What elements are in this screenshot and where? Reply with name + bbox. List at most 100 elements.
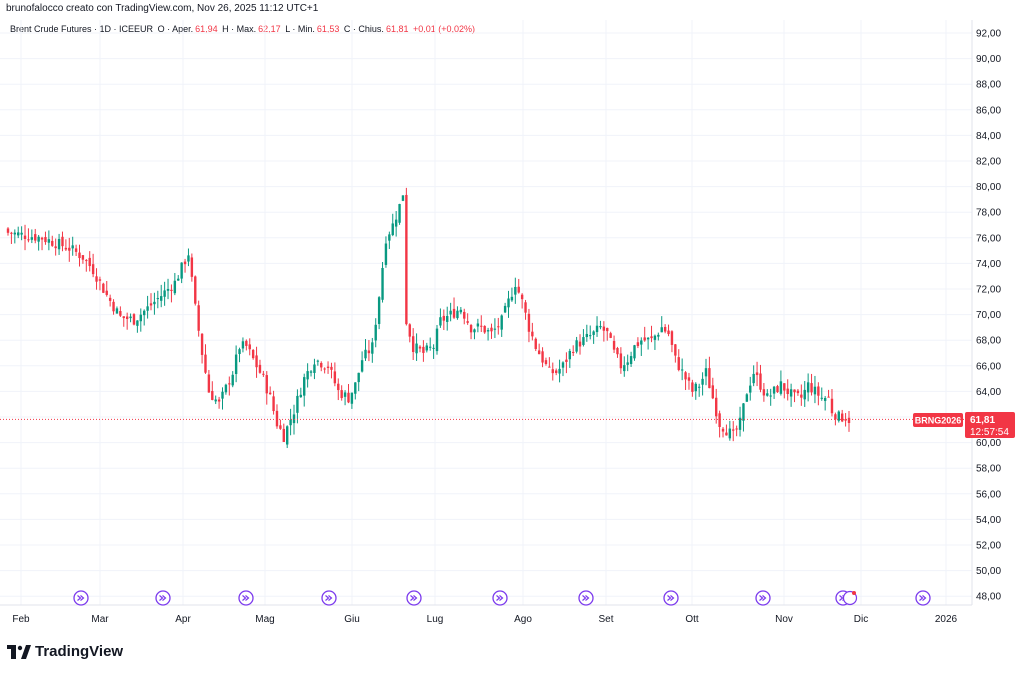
candle-body [657,334,660,337]
candle-body [697,386,701,388]
candle-body [473,329,476,333]
open-value: 61,94 [195,24,218,34]
y-tick-label: 80,00 [976,182,1001,193]
candle-body [241,341,245,349]
tradingview-logo-icon [7,644,31,659]
fast-forward-circle-icon[interactable] [406,590,422,606]
candle-body [309,371,313,373]
x-tick-label: Ott [685,614,699,625]
candle-body [660,327,663,333]
y-tick-label: 90,00 [976,54,1001,65]
candle-body [112,301,115,312]
candle-body [320,362,323,368]
candle-body [64,247,68,250]
fast-forward-circle-icon[interactable] [755,590,771,606]
candle-body [728,428,732,439]
price-axis[interactable]: 48,0050,0052,0054,0056,0058,0060,0062,00… [976,29,1001,603]
candle-body [663,326,667,332]
candle-body [640,340,643,345]
candle-body [429,346,432,348]
event-markers[interactable] [73,590,931,606]
price-tags: BRNG2026 61,81 12:57:54 [913,412,1015,438]
candle-body [166,288,170,291]
event-marker-highlighted[interactable] [842,590,858,606]
grid [0,20,972,605]
candle-body [272,396,275,412]
candle-body [292,414,296,424]
candle-body [258,364,262,373]
candle-body [510,296,514,301]
candle-body [303,377,306,396]
candle-body [54,246,57,249]
candle-body [810,383,813,393]
candle-body [388,234,391,241]
candle-body [500,315,503,330]
candle-body [153,301,156,305]
candle-body [180,262,183,279]
change-value: +0,01 (+0,02%) [412,24,476,34]
candle-body [616,348,619,355]
candle-body [619,353,623,369]
candle-body [40,237,44,240]
candle-body [384,243,388,265]
y-tick-label: 86,00 [976,105,1001,116]
candle-body [81,255,85,260]
candle-body [476,323,480,327]
time-axis[interactable]: Feb Mar Apr Mag Giu Lug Ago Set Ott Nov Dic 2026 [12,614,957,625]
candle-body [61,236,64,247]
y-tick-label: 70,00 [976,310,1001,321]
candle-body [568,350,572,360]
tradingview-logo[interactable]: TradingView [7,643,123,660]
candle-body [214,399,217,402]
candle-body [228,383,231,385]
candle-body [333,371,337,384]
candle-body [316,360,320,362]
symbol-tag-box [913,413,963,427]
candle-body [439,317,442,326]
fast-forward-circle-icon[interactable] [238,590,254,606]
fast-forward-circle-icon[interactable] [492,590,508,606]
candle-body [650,336,653,339]
candle-body [534,338,537,349]
candle-body [803,389,806,400]
candle-body [609,333,612,338]
candle-body [34,234,37,241]
fast-forward-circle-icon[interactable] [578,590,594,606]
fast-forward-circle-icon[interactable] [73,590,89,606]
candle-body [680,369,684,371]
candle-body [721,428,725,432]
candle-body [398,204,401,223]
candle-body [177,278,180,281]
candle-body [732,429,735,431]
y-tick-label: 64,00 [976,387,1001,398]
fast-forward-circle-icon[interactable] [915,590,931,606]
candle-body [265,375,268,394]
candle-body [149,303,153,306]
candle-body [503,305,507,313]
fast-forward-circle-icon[interactable] [321,590,337,606]
brand-name: TradingView [35,643,124,660]
symbol-label[interactable]: Brent Crude Futures · 1D · ICEEUR [10,24,154,34]
candle-body [595,325,599,333]
candle-body [469,325,473,333]
candle-body [364,349,367,359]
candle-body [347,392,350,403]
candle-body [486,330,490,332]
candle-body [381,267,384,300]
candle-body [357,372,360,383]
fast-forward-circle-icon[interactable] [663,590,679,606]
candle-body [74,248,78,252]
price-chart[interactable]: 48,0050,0052,0054,0056,0058,0060,0062,00… [0,0,1024,640]
candle-body [554,370,558,374]
low-value: 61,53 [316,24,340,34]
candle-body [711,385,715,399]
candle-body [684,372,687,380]
candle-body [483,325,486,333]
candle-body [194,276,197,304]
candle-body [6,228,10,233]
candle-body [91,264,95,275]
fast-forward-circle-icon[interactable] [155,590,171,606]
candle-body [834,414,837,420]
candle-body [30,237,34,240]
candle-body [394,219,398,227]
